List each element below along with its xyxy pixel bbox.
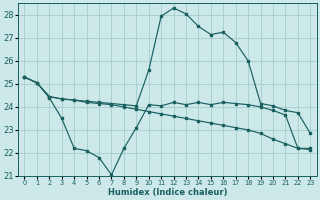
X-axis label: Humidex (Indice chaleur): Humidex (Indice chaleur) (108, 188, 227, 197)
